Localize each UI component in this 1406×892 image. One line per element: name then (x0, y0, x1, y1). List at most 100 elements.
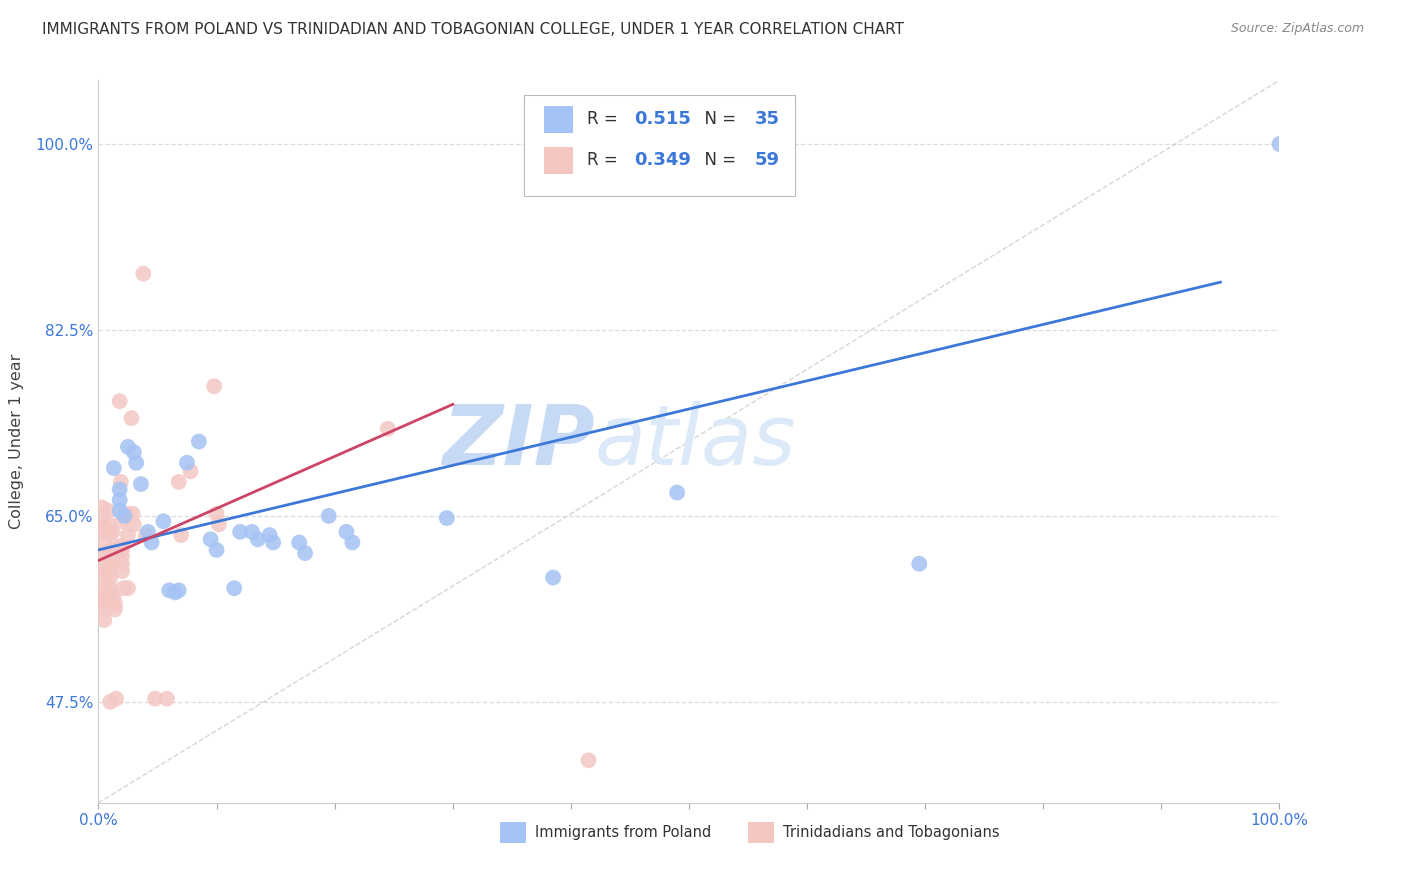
Point (229, 524, 252, 539)
Point (318, 508, 340, 523)
Point (98, 524, 121, 539)
Point (93, 524, 115, 539)
Point (97, 503, 120, 517)
Text: N =: N = (693, 152, 741, 169)
Point (121, 507, 143, 521)
Text: 0.349: 0.349 (634, 152, 692, 169)
Text: ZIP: ZIP (441, 401, 595, 482)
Point (165, 585, 187, 599)
Point (167, 583, 190, 598)
Point (103, 591, 125, 606)
Text: Immigrants from Poland: Immigrants from Poland (536, 825, 711, 840)
Point (93, 546, 115, 560)
Point (101, 524, 124, 539)
Point (108, 493, 131, 508)
Point (666, 485, 689, 500)
Point (93, 557, 115, 571)
Point (112, 508, 135, 523)
Point (224, 581, 246, 595)
Point (125, 456, 148, 470)
Point (143, 691, 166, 706)
Point (436, 511, 458, 525)
Point (117, 581, 139, 595)
Point (136, 524, 159, 539)
Text: 35: 35 (755, 111, 780, 128)
Point (205, 507, 228, 521)
Point (111, 557, 134, 571)
Point (259, 528, 281, 542)
FancyBboxPatch shape (544, 147, 574, 174)
Point (111, 514, 134, 528)
Point (98, 553, 121, 567)
Point (132, 267, 155, 281)
Text: R =: R = (588, 111, 623, 128)
Text: Trinidadians and Tobagonians: Trinidadians and Tobagonians (783, 825, 1000, 840)
Point (262, 535, 284, 549)
Text: IMMIGRANTS FROM POLAND VS TRINIDADIAN AND TOBAGONIAN COLLEGE, UNDER 1 YEAR CORRE: IMMIGRANTS FROM POLAND VS TRINIDADIAN AN… (42, 22, 904, 37)
Point (93, 535, 115, 549)
Point (121, 411, 143, 425)
Text: atlas: atlas (595, 401, 796, 482)
Point (246, 533, 269, 547)
FancyBboxPatch shape (501, 822, 526, 843)
Point (377, 422, 399, 436)
Point (98, 566, 121, 580)
Point (117, 528, 139, 542)
Point (104, 597, 127, 611)
Point (156, 691, 179, 706)
Point (108, 483, 131, 497)
Point (176, 456, 198, 470)
Point (103, 461, 125, 475)
Point (208, 517, 231, 532)
FancyBboxPatch shape (523, 95, 796, 196)
Point (98, 517, 121, 532)
Point (240, 524, 263, 539)
Point (93, 564, 115, 578)
Point (93, 570, 115, 584)
Point (152, 514, 174, 528)
Point (98, 581, 121, 595)
Point (111, 564, 134, 578)
Point (93, 602, 115, 616)
Point (122, 517, 145, 532)
Point (294, 546, 316, 560)
Point (108, 503, 131, 517)
Text: 59: 59 (755, 152, 780, 169)
Point (105, 691, 128, 706)
Point (578, 753, 600, 767)
Y-axis label: College, Under 1 year: College, Under 1 year (10, 354, 24, 529)
Point (93, 581, 115, 595)
Point (288, 535, 311, 549)
Point (98, 570, 121, 584)
Point (335, 524, 357, 539)
Point (117, 440, 139, 454)
Point (91, 511, 114, 525)
Point (170, 528, 193, 542)
Point (200, 533, 222, 547)
Point (98, 695, 121, 709)
Point (98, 586, 121, 600)
Text: Source: ZipAtlas.com: Source: ZipAtlas.com (1230, 22, 1364, 36)
Point (91, 500, 114, 515)
Point (111, 543, 134, 558)
Point (93, 597, 115, 611)
Point (115, 507, 138, 521)
Point (111, 549, 134, 564)
FancyBboxPatch shape (748, 822, 773, 843)
Point (110, 475, 132, 489)
Point (93, 591, 115, 606)
Point (180, 464, 202, 478)
Point (103, 539, 125, 553)
Point (129, 477, 152, 491)
Point (167, 475, 190, 489)
Point (91, 519, 114, 533)
Point (202, 379, 225, 393)
Point (187, 434, 209, 449)
Point (98, 560, 121, 574)
Text: 0.515: 0.515 (634, 111, 692, 128)
Point (112, 581, 135, 595)
Point (108, 394, 131, 409)
Text: N =: N = (693, 111, 741, 128)
Point (98, 543, 121, 558)
Point (104, 602, 127, 616)
